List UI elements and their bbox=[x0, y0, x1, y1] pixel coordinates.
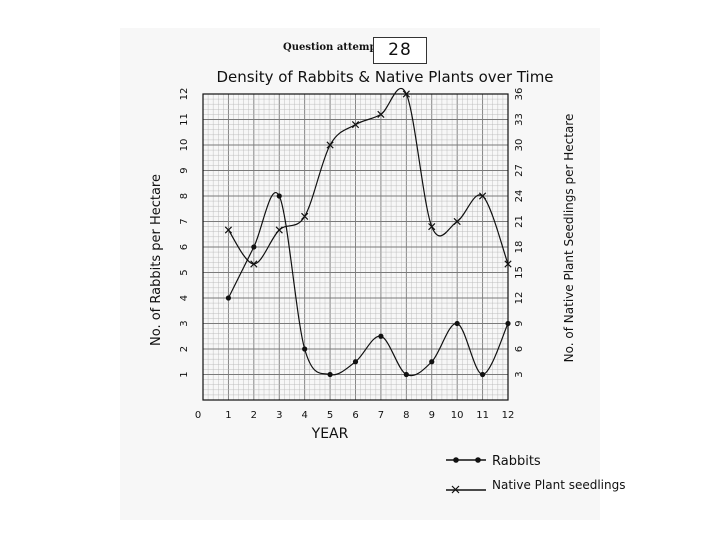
data-point-rabbits bbox=[251, 244, 257, 250]
data-point-rabbits bbox=[225, 295, 232, 301]
data-point-native-plant-seedlings bbox=[224, 226, 233, 234]
data-point-rabbits bbox=[327, 371, 333, 378]
y-left-tick-label: 11 bbox=[179, 113, 190, 126]
tick-labels: 0 1 2 3 4 5 6 7 8 9 10 11 12123456789101112369121518… bbox=[179, 88, 525, 421]
y-right-tick-label: 33 bbox=[514, 113, 525, 126]
y-right-tick-label: 24 bbox=[514, 190, 525, 203]
legend-seedlings-label: Native Plant seedlings bbox=[492, 478, 626, 492]
data-point-native-plant-seedlings bbox=[351, 120, 360, 129]
y-right-tick-label: 21 bbox=[514, 215, 525, 228]
legend-rabbits-marker bbox=[475, 457, 481, 463]
y-left-tick-label: 10 bbox=[179, 139, 190, 152]
x-tick-label: 3 bbox=[276, 410, 282, 421]
x-tick-label: 8 bbox=[403, 410, 409, 421]
series-layer bbox=[224, 87, 512, 378]
x-tick-label: 6 bbox=[352, 410, 358, 421]
y-right-tick-label: 36 bbox=[514, 88, 525, 101]
data-point-rabbits bbox=[352, 359, 359, 365]
data-point-rabbits bbox=[378, 333, 384, 339]
chart-title: Density of Rabbits & Native Plants over … bbox=[216, 68, 553, 86]
data-point-native-plant-seedlings bbox=[478, 192, 487, 200]
x-tick-label: 2 bbox=[251, 410, 257, 421]
legend-rabbits-marker bbox=[453, 457, 459, 463]
y-right-tick-label: 27 bbox=[514, 164, 525, 177]
y-left-tick-label: 1 bbox=[179, 371, 190, 377]
legend-seedlings-marker bbox=[451, 485, 460, 494]
y-right-tick-label: 6 bbox=[514, 346, 525, 352]
y-left-tick-label: 8 bbox=[179, 193, 190, 199]
data-point-rabbits bbox=[276, 193, 282, 199]
chart-grid bbox=[202, 93, 509, 401]
x-tick-label: 4 bbox=[301, 410, 307, 421]
series-line-rabbits bbox=[227, 192, 509, 377]
data-point-rabbits bbox=[302, 346, 308, 352]
x-tick-label: 7 bbox=[378, 410, 384, 421]
plot-frame bbox=[202, 93, 509, 401]
y-left-tick-label: 12 bbox=[179, 88, 190, 101]
x-tick-label: 10 bbox=[451, 410, 464, 421]
y-right-tick-label: 30 bbox=[514, 139, 525, 152]
data-point-native-plant-seedlings bbox=[275, 226, 283, 234]
data-point-native-plant-seedlings bbox=[250, 260, 258, 268]
data-point-rabbits bbox=[429, 359, 435, 365]
data-point-native-plant-seedlings bbox=[402, 90, 410, 98]
y-right-tick-label: 9 bbox=[514, 320, 525, 326]
data-point-rabbits bbox=[505, 320, 511, 327]
y-left-tick-label: 7 bbox=[179, 218, 190, 224]
y-right-tick-label: 15 bbox=[514, 266, 525, 279]
y-right-tick-label: 12 bbox=[514, 292, 525, 305]
data-point-native-plant-seedlings bbox=[301, 212, 309, 221]
y-left-tick-label: 5 bbox=[179, 269, 190, 275]
data-point-rabbits bbox=[479, 371, 486, 378]
y-left-tick-label: 4 bbox=[179, 295, 190, 301]
x-tick-label: 0 bbox=[195, 410, 201, 421]
series-line-native-plant-seedlings bbox=[227, 87, 509, 265]
chart-axes bbox=[202, 93, 509, 401]
data-point-native-plant-seedlings bbox=[377, 110, 385, 119]
y-left-tick-label: 9 bbox=[179, 167, 190, 173]
data-point-native-plant-seedlings bbox=[453, 217, 461, 226]
y-left-tick-label: 6 bbox=[179, 244, 190, 250]
legend: Rabbits Native Plant seedlings bbox=[446, 454, 626, 494]
x-tick-label: 12 bbox=[502, 410, 515, 421]
question-attempted-label: Question attempted bbox=[283, 42, 395, 53]
data-point-rabbits bbox=[454, 320, 460, 327]
x-tick-label: 1 bbox=[225, 410, 231, 421]
data-point-native-plant-seedlings bbox=[504, 260, 512, 268]
y-right-tick-label: 18 bbox=[514, 241, 525, 254]
data-point-native-plant-seedlings bbox=[326, 141, 334, 149]
y-axis-right-label: No. of Native Plant Seedlings per Hectar… bbox=[562, 114, 576, 363]
series-rabbits bbox=[225, 192, 511, 378]
y-right-tick-label: 3 bbox=[514, 371, 525, 377]
question-number-box: 28 bbox=[373, 37, 427, 64]
legend-rabbits-label: Rabbits bbox=[492, 454, 541, 469]
y-axis-left-label: No. of Rabbits per Hectare bbox=[149, 174, 164, 346]
x-tick-label: 5 bbox=[327, 410, 333, 421]
x-axis-label: YEAR bbox=[311, 426, 349, 442]
data-point-native-plant-seedlings bbox=[428, 222, 436, 231]
x-tick-label: 9 bbox=[429, 410, 435, 421]
x-tick-label: 11 bbox=[476, 410, 489, 421]
paper-sheet bbox=[120, 28, 600, 520]
data-point-rabbits bbox=[403, 371, 409, 378]
y-left-tick-label: 3 bbox=[179, 320, 190, 326]
series-native-plant-seedlings bbox=[224, 87, 512, 268]
y-left-tick-label: 2 bbox=[179, 346, 190, 352]
